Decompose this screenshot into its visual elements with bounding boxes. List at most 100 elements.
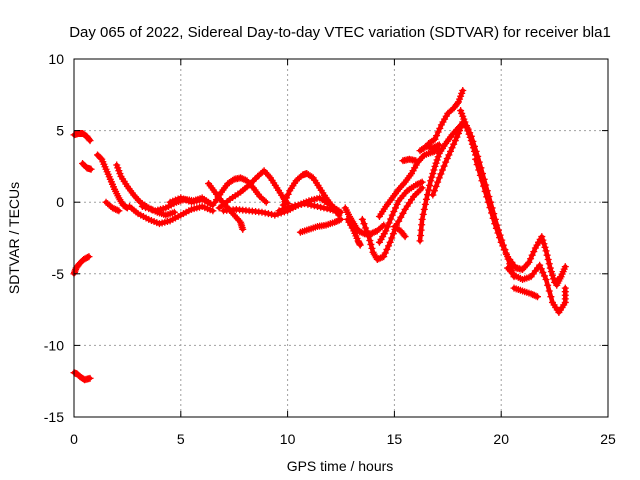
data-point — [142, 204, 150, 212]
data-point — [541, 243, 549, 251]
data-point — [453, 99, 461, 107]
data-point — [268, 210, 276, 218]
data-point — [113, 206, 121, 214]
data-point — [422, 195, 430, 203]
data-point — [491, 220, 499, 228]
data-point — [480, 182, 488, 190]
data-point — [84, 253, 92, 261]
data-point — [412, 181, 420, 189]
data-point — [331, 218, 339, 226]
data-point — [112, 205, 120, 213]
data-point — [530, 291, 538, 299]
data-point — [301, 200, 309, 208]
y-tick-label: 5 — [56, 123, 64, 139]
data-point — [367, 240, 375, 248]
data-point — [500, 245, 508, 253]
data-point — [332, 218, 340, 226]
data-point — [418, 215, 426, 223]
x-tick-label: 25 — [600, 431, 616, 447]
data-point — [446, 147, 454, 155]
x-tick-label: 0 — [70, 431, 78, 447]
data-point — [304, 200, 312, 208]
data-point — [262, 198, 270, 206]
data-point — [434, 128, 442, 136]
data-series — [70, 369, 94, 384]
data-point — [481, 187, 489, 195]
chart-title: Day 065 of 2022, Sidereal Day-to-day VTE… — [69, 24, 611, 41]
data-point — [561, 263, 569, 271]
data-point — [429, 144, 437, 152]
data-point — [545, 260, 553, 268]
data-point — [397, 213, 405, 221]
data-point — [432, 142, 440, 150]
data-point — [527, 255, 535, 263]
data-point — [307, 201, 315, 209]
data-point — [536, 261, 544, 269]
data-point — [115, 207, 123, 215]
data-point — [488, 209, 496, 217]
grid — [74, 59, 608, 417]
data-point — [369, 229, 377, 237]
data-point — [496, 234, 504, 242]
data-point — [291, 202, 299, 210]
data-series — [166, 194, 217, 209]
data-point — [478, 177, 486, 185]
data-point — [284, 190, 292, 198]
data-point — [383, 223, 391, 231]
data-point — [473, 161, 481, 169]
data-point — [337, 208, 345, 216]
data-point — [440, 162, 448, 170]
data-point — [388, 211, 396, 219]
data-point — [425, 186, 433, 194]
data-point — [433, 132, 441, 140]
data-point — [395, 217, 403, 225]
data-point — [314, 202, 322, 210]
x-tick-label: 15 — [387, 431, 403, 447]
data-point — [261, 197, 269, 205]
data-point — [363, 228, 371, 236]
data-series — [375, 178, 426, 246]
data-point — [170, 208, 178, 216]
data-point — [271, 211, 279, 219]
data-point — [499, 242, 507, 250]
data-point — [435, 141, 443, 149]
data-point — [429, 170, 437, 178]
x-tick-label: 20 — [493, 431, 509, 447]
data-point — [538, 233, 546, 241]
data-point — [484, 198, 492, 206]
data-point — [432, 159, 440, 167]
data-point — [539, 236, 547, 244]
data-point — [365, 233, 373, 241]
data-point — [486, 204, 494, 212]
data-point — [85, 253, 93, 261]
data-point — [544, 281, 552, 289]
data-point — [453, 133, 461, 141]
data-point — [431, 135, 439, 143]
data-series — [472, 155, 565, 286]
data-point — [387, 215, 395, 223]
data-point — [356, 241, 364, 249]
data-point — [426, 181, 434, 189]
data-point — [428, 173, 436, 181]
y-axis-label: SDTVAR / TECUs — [6, 182, 22, 294]
data-point — [375, 255, 383, 263]
data-point — [229, 176, 237, 184]
y-tick-label: 10 — [48, 51, 64, 67]
data-point — [436, 124, 444, 132]
data-point — [87, 165, 95, 173]
data-point — [437, 170, 445, 178]
data-point — [148, 206, 156, 214]
data-point — [281, 197, 289, 205]
data-point — [497, 238, 505, 246]
data-point — [419, 210, 427, 218]
data-point — [420, 205, 428, 213]
data-point — [108, 204, 116, 212]
data-point — [561, 284, 569, 292]
data-point — [540, 240, 548, 248]
data-point — [451, 137, 459, 145]
data-series — [553, 263, 569, 289]
data-point — [539, 268, 547, 276]
y-tick-label: -10 — [44, 337, 64, 353]
data-point — [476, 171, 484, 179]
